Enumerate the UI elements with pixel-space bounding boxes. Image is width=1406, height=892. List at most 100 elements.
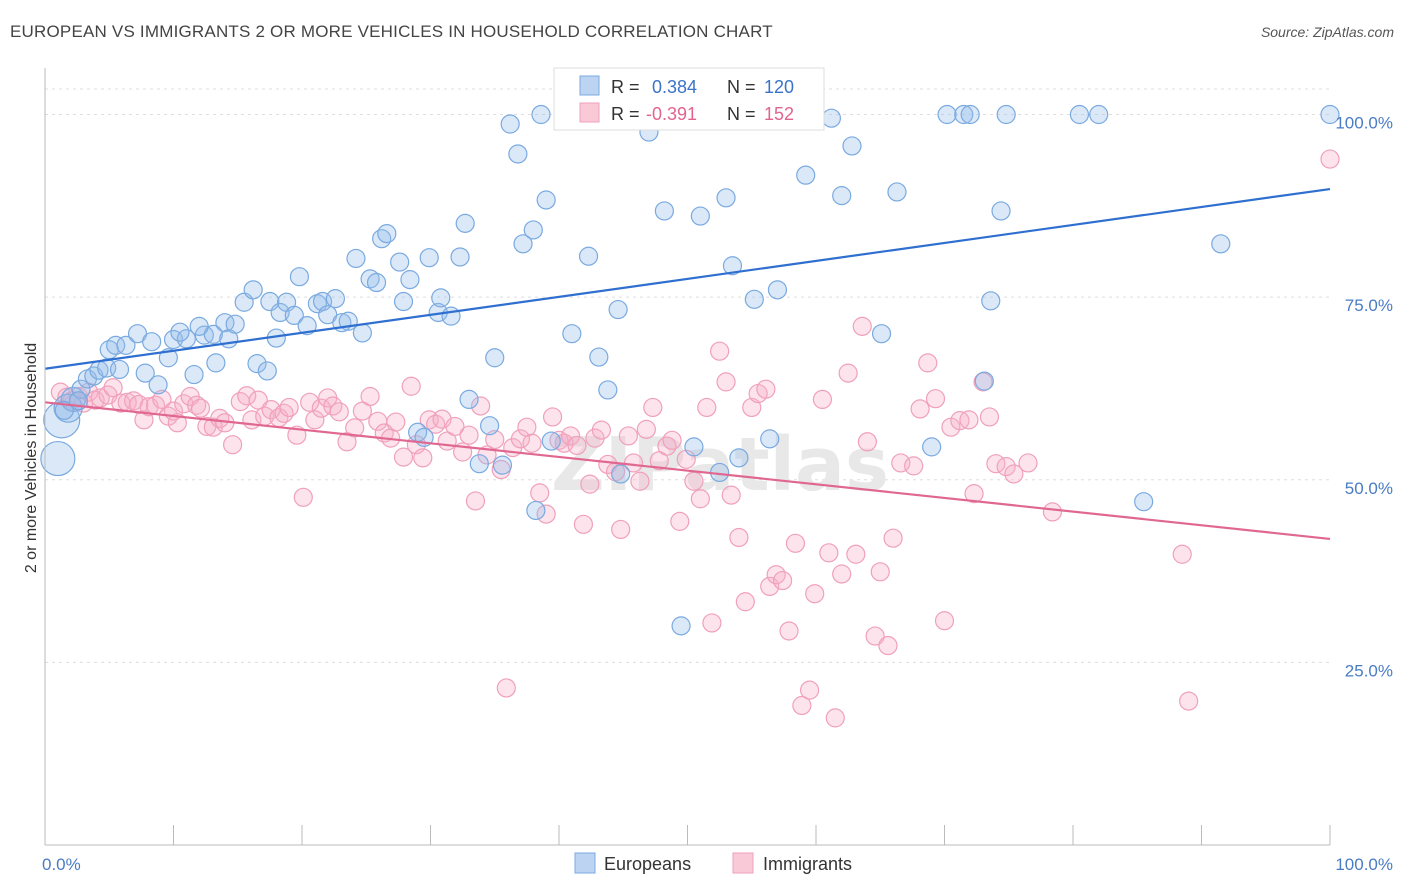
immigrants-point-119	[805, 584, 825, 604]
europeans-point-99	[871, 324, 892, 344]
europeans-point-110	[1089, 104, 1109, 125]
grid-lines	[45, 88, 1330, 663]
chart-title: EUROPEAN VS IMMIGRANTS 2 OR MORE VEHICLE…	[10, 22, 773, 41]
trend-lines	[44, 187, 1331, 541]
immigrants-point-48	[345, 418, 365, 438]
europeans-point-91	[729, 448, 749, 468]
europeans-point-24	[225, 314, 245, 334]
immigrants-point-121	[819, 543, 839, 563]
immigrants-point-79	[549, 430, 569, 450]
immigrants-point-84	[580, 474, 600, 494]
immigrants-point-63	[445, 416, 465, 437]
immigrants-point-73	[510, 429, 531, 449]
immigrants-point-83	[573, 514, 594, 534]
europeans-point-89	[722, 256, 743, 276]
series-legend: Europeans Immigrants	[574, 852, 852, 874]
y-tick-label-1: 50.0%	[1345, 479, 1393, 498]
europeans-point-18	[184, 364, 204, 385]
immigrants-point-102	[697, 397, 717, 418]
source-label: Source: ZipAtlas.com	[1260, 24, 1394, 40]
immigrants-point-89	[611, 519, 631, 540]
immigrants-point-75	[522, 433, 542, 453]
immigrants-point-129	[870, 562, 890, 582]
immigrants-point-93	[636, 419, 656, 439]
immigrants-point-42	[305, 410, 325, 430]
europeans-point-46	[372, 229, 392, 249]
europeans-point-109	[1069, 104, 1090, 125]
immigrants-point-135	[918, 353, 938, 373]
europeans-point-28	[257, 361, 277, 381]
europeans-point-113	[1320, 104, 1340, 125]
europeans-point-14	[142, 332, 162, 352]
europeans-point-11	[116, 335, 136, 355]
immigrants-point-94	[643, 397, 663, 418]
immigrants-point-107	[729, 527, 749, 548]
y-tick-label-2: 75.0%	[1345, 296, 1393, 315]
immigrants-point-145	[996, 457, 1016, 477]
immigrants-point-38	[279, 397, 299, 418]
immigrants-point-98	[670, 511, 690, 531]
europeans-point-111	[1134, 492, 1154, 512]
europeans-point-82	[654, 201, 674, 221]
x-tick-labels: 0.0% 100.0%	[42, 855, 1393, 874]
immigrants-point-37	[274, 403, 294, 423]
europeans-point-42	[346, 248, 366, 269]
immigrants-point-111	[756, 379, 776, 399]
europeans-point-79	[611, 464, 631, 484]
europeans-point-105	[974, 371, 994, 391]
europeans-point-101	[922, 437, 942, 457]
immigrants-point-90	[618, 426, 638, 446]
legend-blue-r-value: 0.384	[652, 77, 697, 97]
immigrants-point-71	[496, 678, 516, 698]
europeans-point-21	[206, 353, 226, 373]
europeans-point-74	[562, 324, 582, 344]
immigrants-point-101	[690, 489, 710, 509]
x-tick-label-0: 0.0%	[42, 855, 81, 874]
europeans-point-67	[523, 220, 543, 240]
europeans-point-106	[981, 291, 1001, 311]
correlation-legend: R = 0.384 N = 120 R = -0.391 N = 152	[553, 67, 825, 131]
immigrants-point-54	[386, 412, 406, 432]
immigrants-point-46	[329, 402, 349, 422]
europeans-point-39	[325, 289, 346, 309]
immigrants-point-20	[167, 413, 187, 433]
europeans-point-76	[589, 347, 609, 367]
immigrants-point-103	[702, 613, 722, 633]
immigrants-point-124	[838, 363, 858, 383]
immigrants-points	[50, 149, 1340, 728]
immigrants-point-50	[360, 386, 380, 407]
immigrants-point-131	[883, 528, 903, 548]
immigrants-point-86	[591, 420, 612, 440]
immigrants-point-136	[925, 389, 946, 409]
y-tick-label-3: 100.0%	[1335, 114, 1393, 133]
immigrants-point-149	[1172, 544, 1192, 564]
immigrants-point-24	[190, 398, 211, 418]
europeans-point-61	[480, 416, 500, 436]
europeans-point-10	[106, 335, 126, 355]
europeans-point-77	[598, 380, 618, 400]
legend-pink-swatch	[579, 102, 600, 123]
europeans-point-50	[400, 270, 420, 290]
europeans-point-94	[767, 280, 788, 300]
immigrants-point-115	[779, 621, 799, 641]
europeans-point-86	[690, 206, 710, 226]
europeans-point-55	[431, 288, 451, 308]
europeans-point-96	[821, 108, 842, 128]
legend-blue-n-label: N =	[727, 77, 756, 97]
immigrants-point-143	[979, 407, 1000, 427]
europeans-point-47	[377, 223, 397, 244]
europeans-point-84	[671, 616, 691, 636]
europeans-point-97	[832, 186, 852, 206]
europeans-point-27	[247, 354, 267, 374]
immigrants-point-17	[152, 389, 172, 410]
europeans-point-75	[578, 246, 599, 266]
europeans-swatch	[574, 852, 596, 874]
europeans-point-95	[796, 165, 816, 185]
europeans-point-108	[996, 104, 1016, 125]
europeans-point-92	[744, 289, 764, 309]
legend-pink-r-value: -0.391	[646, 104, 697, 124]
legend-pink-n-label: N =	[727, 104, 756, 124]
europeans-point-44	[360, 269, 380, 289]
europeans-point-58	[455, 213, 475, 233]
immigrants-point-150	[1179, 691, 1199, 711]
